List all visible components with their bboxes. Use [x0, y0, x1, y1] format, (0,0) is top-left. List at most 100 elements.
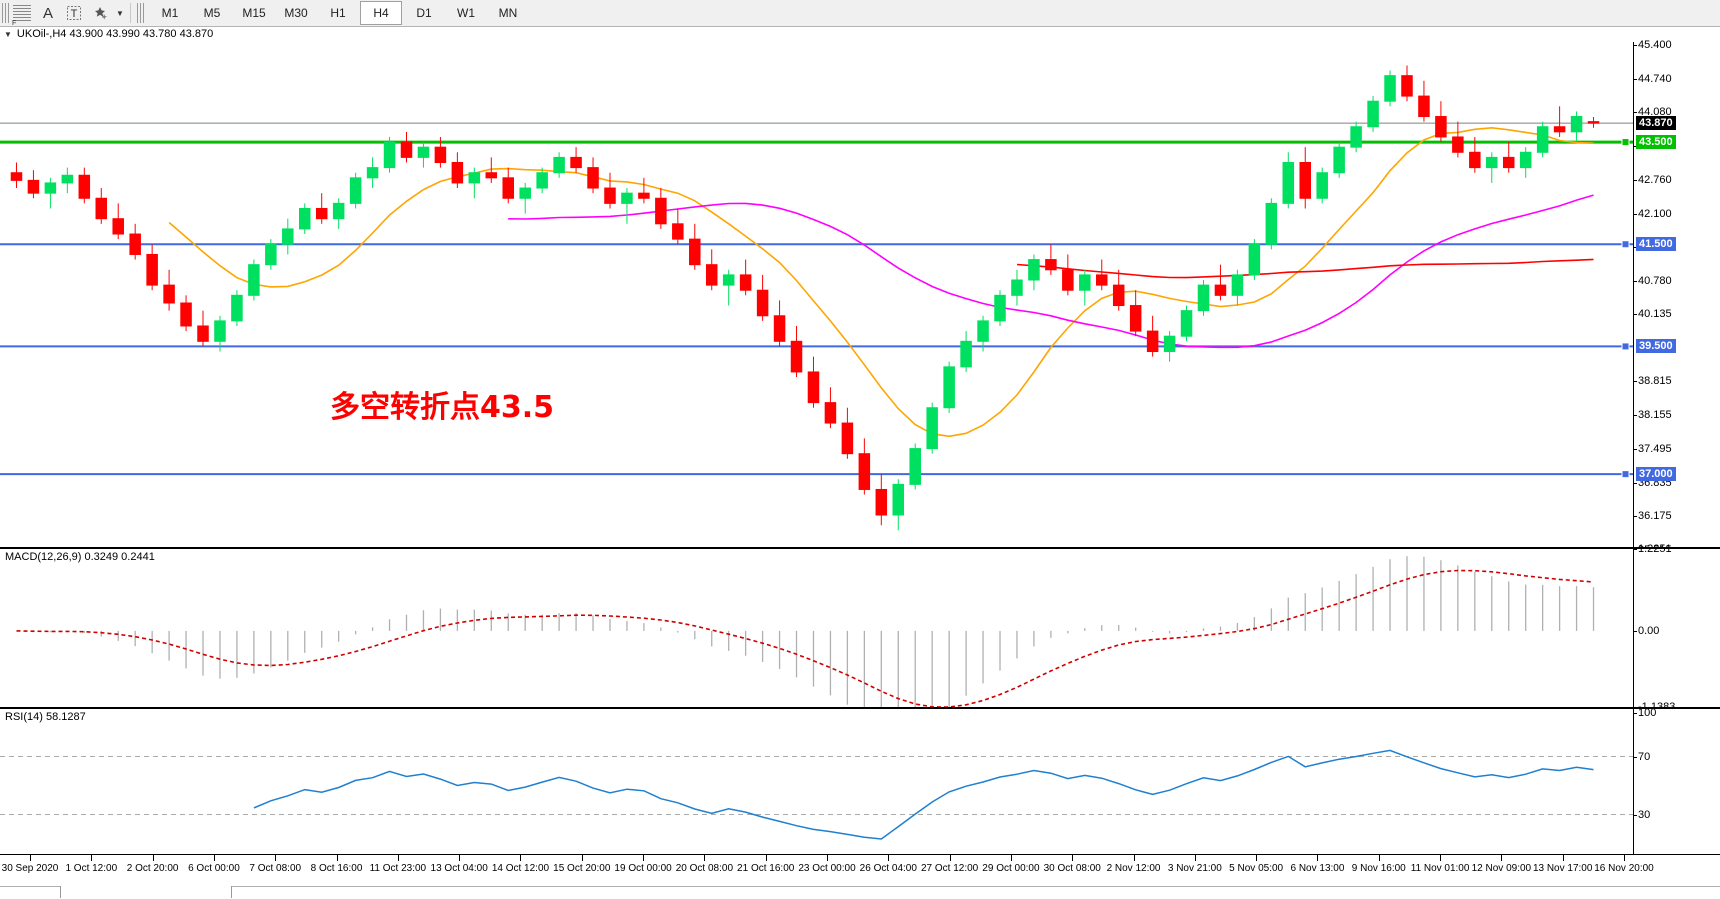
price-chart-panel[interactable]: 多空转折点43.5 45.40044.74044.08043.42042.760…	[0, 39, 1720, 556]
timeframe-m30[interactable]: M30	[284, 6, 308, 20]
level-price-label: 37.000	[1636, 467, 1676, 482]
symbol-ohlc-text: UKOil-,H4 43.900 43.990 43.780 43.870	[16, 28, 214, 40]
timeframe-m1[interactable]: M1	[161, 6, 179, 20]
macd-tick: 1.2251	[1634, 543, 1672, 555]
date-tick-label: 30 Sep 2020	[1, 863, 59, 874]
timeframe-grip[interactable]	[137, 3, 144, 23]
text-object-glyph: T	[67, 6, 81, 20]
date-tick-label: 30 Oct 08:00	[1043, 863, 1101, 874]
chart-tab-strip[interactable]	[60, 886, 232, 898]
rsi-tick: 100	[1633, 707, 1657, 719]
date-tick-label: 19 Oct 00:00	[614, 863, 672, 874]
price-tick: 42.100	[1634, 207, 1672, 220]
fibo-grid-icon[interactable]	[9, 1, 35, 27]
date-tick-label: 14 Oct 12:00	[491, 863, 550, 874]
date-tick-label: 13 Oct 04:00	[430, 863, 488, 874]
macd-chart-svg	[16, 556, 1595, 707]
price-tick: 36.175	[1634, 510, 1672, 523]
status-bar	[0, 886, 1720, 899]
timeframe-h1[interactable]: H1	[330, 6, 346, 20]
date-tick-label: 27 Oct 12:00	[920, 863, 979, 874]
rsi-panel[interactable]: RSI(14) 58.1287 100 70 30	[0, 707, 1720, 855]
price-tick: 44.740	[1634, 72, 1672, 85]
price-plot-area[interactable]: 多空转折点43.5	[0, 42, 1634, 547]
price-tick: 45.400	[1634, 39, 1672, 51]
price-tick: 37.495	[1634, 442, 1672, 455]
current-price-label: 43.870	[1636, 116, 1676, 131]
date-tick-label: 5 Nov 05:00	[1229, 863, 1284, 874]
date-tick-label: 2 Oct 20:00	[126, 863, 179, 874]
date-tick-label: 11 Nov 01:00	[1410, 863, 1470, 874]
date-tick-mark	[1072, 855, 1074, 861]
timeframe-h4[interactable]: H4	[360, 1, 402, 25]
date-tick-mark	[152, 855, 154, 861]
date-tick-label: 15 Oct 20:00	[553, 863, 611, 874]
date-tick-label: 29 Oct 00:00	[982, 863, 1040, 874]
timeframe-m15[interactable]: M15	[242, 6, 266, 20]
collapse-icon[interactable]: ▼	[4, 29, 12, 39]
objects-dropdown-caret-icon[interactable]: ▼	[116, 8, 124, 18]
toolbar: A T ▼ M1 M5 M15 M30 H1 H4 D1 W1 MN	[0, 0, 1720, 27]
date-tick-label: 20 Oct 08:00	[675, 863, 734, 874]
price-tick: 38.815	[1634, 375, 1672, 388]
price-tick: 44.080	[1634, 106, 1672, 119]
date-tick-mark	[1501, 855, 1503, 861]
date-tick-label: 26 Oct 04:00	[859, 863, 917, 874]
toolbar-grip[interactable]	[2, 3, 9, 23]
date-tick-label: 9 Nov 16:00	[1351, 863, 1406, 874]
date-tick-label: 2 Nov 12:00	[1106, 863, 1161, 874]
level-price-label: 43.500	[1636, 135, 1676, 150]
date-tick-mark	[1317, 855, 1319, 861]
timeframe-bar: M1 M5 M15 M30 H1 H4 D1 W1 MN	[149, 1, 529, 25]
macd-panel[interactable]: MACD(12,26,9) 0.3249 0.2441 1.2251 0.00 -1…	[0, 543, 1720, 713]
rsi-plot-area[interactable]	[0, 709, 1634, 854]
macd-plot-area[interactable]	[0, 549, 1634, 707]
price-chart-svg	[0, 65, 1634, 531]
date-tick-mark	[704, 855, 706, 861]
level-price-label: 41.500	[1636, 237, 1676, 252]
timeframe-w1[interactable]: W1	[457, 6, 475, 20]
rsi-label: RSI(14) 58.1287	[5, 711, 86, 723]
date-tick-mark	[1378, 855, 1380, 861]
price-tick: 40.135	[1634, 307, 1672, 320]
date-tick-mark	[1256, 855, 1258, 861]
date-tick-mark	[888, 855, 890, 861]
toolbar-separator	[130, 3, 131, 23]
date-tick-mark	[1010, 855, 1012, 861]
date-tick-mark	[91, 855, 93, 861]
rsi-tick: 70	[1633, 750, 1651, 763]
macd-y-axis[interactable]: 1.2251 0.00 -1.1383	[1633, 543, 1720, 713]
date-tick-label: 21 Oct 16:00	[737, 863, 795, 874]
date-axis[interactable]: 30 Sep 2020 1 Oct 12:00 2 Oct 20:00 6 Oct 0…	[0, 855, 1720, 885]
date-tick-label: 6 Oct 00:00	[188, 863, 240, 874]
timeframe-mn[interactable]: MN	[498, 6, 518, 20]
date-tick-mark	[1562, 855, 1564, 861]
date-tick-label: 16 Nov 20:00	[1594, 863, 1654, 874]
date-tick-mark	[1440, 855, 1442, 861]
date-tick-mark	[30, 855, 31, 861]
chart-annotation-text: 多空转折点43.5	[330, 390, 555, 425]
date-tick-label: 13 Nov 17:00	[1532, 863, 1593, 874]
date-tick-label: 12 Nov 09:00	[1471, 863, 1532, 874]
symbol-info-bar: ▼ UKOil-,H4 43.900 43.990 43.780 43.870	[0, 27, 213, 41]
timeframe-d1[interactable]: D1	[416, 6, 432, 20]
macd-label: MACD(12,26,9) 0.3249 0.2441	[5, 551, 155, 563]
date-tick-mark	[213, 855, 215, 861]
objects-icon[interactable]	[87, 1, 113, 25]
price-y-axis[interactable]: 45.40044.74044.08043.42042.76042.10041.4…	[1633, 39, 1720, 556]
timeframe-m5[interactable]: M5	[203, 6, 221, 20]
text-object-icon[interactable]: T	[61, 1, 87, 25]
date-tick-mark	[765, 855, 767, 861]
date-tick-mark	[397, 855, 399, 861]
date-tick-mark	[827, 855, 828, 861]
rsi-y-axis[interactable]: 100 70 30	[1633, 707, 1720, 854]
text-label-icon[interactable]: A	[42, 4, 53, 22]
price-tick: 38.155	[1634, 409, 1672, 422]
price-tick: 42.760	[1634, 173, 1672, 186]
date-tick-mark	[949, 855, 951, 861]
objects-glyph	[94, 7, 107, 20]
macd-tick: 0.00	[1633, 624, 1660, 637]
date-tick-mark	[459, 855, 461, 861]
date-tick-mark	[1194, 855, 1196, 861]
date-tick-label: 6 Nov 13:00	[1290, 863, 1345, 874]
